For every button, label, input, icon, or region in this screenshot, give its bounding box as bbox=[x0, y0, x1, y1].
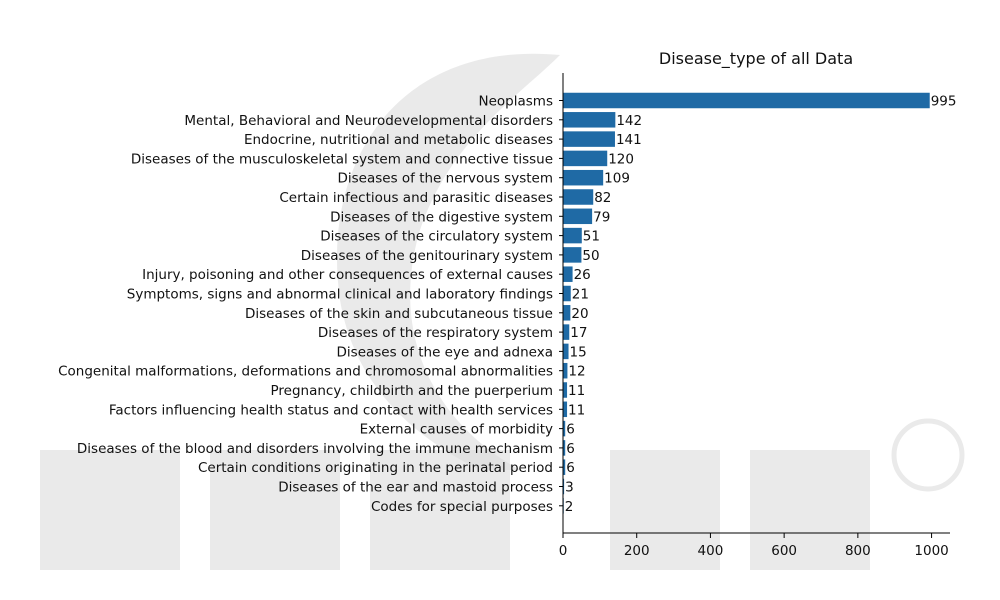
value-label: 142 bbox=[616, 113, 642, 129]
category-label: Diseases of the ear and mastoid process bbox=[278, 480, 553, 496]
value-label: 21 bbox=[572, 287, 589, 303]
bar bbox=[563, 382, 568, 398]
bar bbox=[563, 227, 582, 244]
x-tick-label: 600 bbox=[771, 543, 797, 559]
bar bbox=[563, 305, 571, 321]
bar bbox=[563, 247, 582, 263]
value-label: 51 bbox=[583, 229, 600, 245]
category-label: Neoplasms bbox=[479, 94, 553, 110]
value-labels: 9951421411201098279515026212017151211116… bbox=[565, 94, 957, 515]
bar bbox=[563, 362, 568, 379]
category-label: Diseases of the nervous system bbox=[337, 171, 553, 187]
value-label: 141 bbox=[616, 132, 642, 148]
category-label: Diseases of the blood and disorders invo… bbox=[77, 441, 553, 457]
category-label: Diseases of the digestive system bbox=[330, 209, 553, 225]
value-label: 109 bbox=[604, 171, 630, 187]
x-tick-label: 400 bbox=[698, 543, 724, 559]
category-label: Injury, poisoning and other consequences… bbox=[142, 267, 553, 283]
x-tick-label: 0 bbox=[559, 543, 568, 559]
category-label: Symptoms, signs and abnormal clinical an… bbox=[127, 287, 553, 303]
bar bbox=[563, 112, 616, 128]
category-label: Congenital malformations, deformations a… bbox=[58, 364, 553, 380]
category-labels: Neoplasms Mental, Behavioral and Neurodev… bbox=[58, 94, 563, 515]
value-label: 11 bbox=[568, 383, 585, 399]
value-label: 6 bbox=[566, 422, 575, 438]
bar bbox=[563, 131, 615, 147]
value-label: 2 bbox=[565, 499, 574, 515]
bar bbox=[563, 169, 604, 186]
bar bbox=[563, 189, 594, 205]
x-tick-label: 800 bbox=[845, 543, 871, 559]
value-label: 20 bbox=[571, 306, 588, 322]
category-label: Diseases of the circulatory system bbox=[320, 229, 553, 245]
value-label: 6 bbox=[566, 441, 575, 457]
chart-title: Disease_type of all Data bbox=[659, 49, 853, 69]
value-label: 120 bbox=[608, 151, 634, 167]
x-tick-label: 1000 bbox=[914, 543, 948, 559]
bar bbox=[563, 401, 568, 418]
bars-group bbox=[563, 92, 930, 514]
value-label: 12 bbox=[568, 364, 585, 380]
category-label: Codes for special purposes bbox=[371, 499, 553, 515]
category-label: Pregnancy, childbirth and the puerperium bbox=[271, 383, 553, 399]
value-label: 995 bbox=[931, 94, 957, 110]
category-label: External causes of morbidity bbox=[360, 422, 553, 438]
category-label: Diseases of the skin and subcutaneous ti… bbox=[245, 306, 553, 322]
bar bbox=[563, 150, 608, 167]
category-label: Mental, Behavioral and Neurodevelopmenta… bbox=[184, 113, 553, 129]
value-label: 50 bbox=[582, 248, 599, 264]
x-axis-ticks: 0 200 400 600 800 1000 bbox=[559, 533, 949, 559]
bar bbox=[563, 285, 571, 302]
value-label: 17 bbox=[570, 325, 587, 341]
category-label: Diseases of the musculoskeletal system a… bbox=[131, 151, 553, 167]
bar bbox=[563, 92, 930, 109]
value-label: 26 bbox=[574, 267, 591, 283]
value-label: 79 bbox=[593, 209, 610, 225]
value-label: 3 bbox=[565, 480, 574, 496]
bar bbox=[563, 324, 570, 340]
category-label: Diseases of the genitourinary system bbox=[301, 248, 553, 264]
x-tick-label: 200 bbox=[624, 543, 650, 559]
category-label: Certain conditions originating in the pe… bbox=[198, 460, 553, 476]
bar bbox=[563, 208, 593, 225]
value-label: 11 bbox=[568, 402, 585, 418]
watermark bbox=[40, 53, 965, 570]
category-label: Factors influencing health status and co… bbox=[109, 402, 553, 418]
bar bbox=[563, 266, 573, 282]
category-label: Diseases of the respiratory system bbox=[318, 325, 553, 341]
value-label: 6 bbox=[566, 460, 575, 476]
bar bbox=[563, 440, 566, 456]
bar bbox=[563, 343, 569, 360]
bar bbox=[563, 478, 565, 495]
category-label: Endocrine, nutritional and metabolic dis… bbox=[244, 132, 553, 148]
bar bbox=[563, 420, 566, 437]
value-label: 82 bbox=[594, 190, 611, 206]
value-label: 15 bbox=[570, 344, 587, 360]
category-label: Certain infectious and parasitic disease… bbox=[279, 190, 553, 206]
category-label: Diseases of the eye and adnexa bbox=[337, 344, 553, 360]
bar bbox=[563, 459, 566, 475]
